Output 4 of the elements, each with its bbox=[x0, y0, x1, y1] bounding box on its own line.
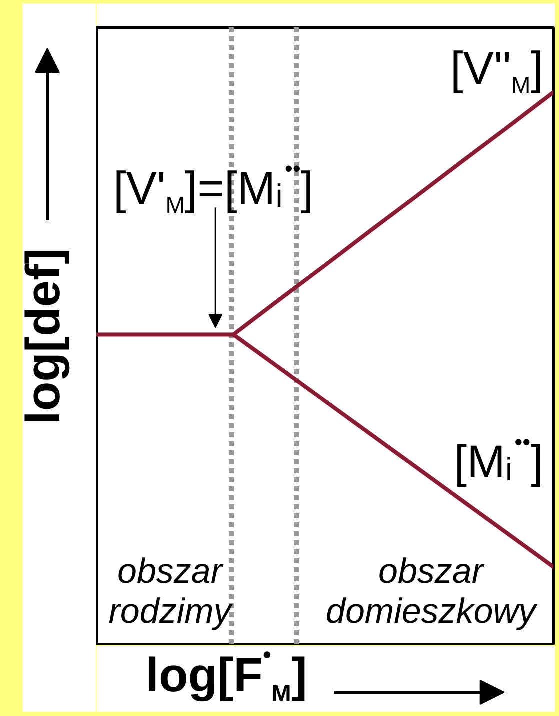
y-axis-title: log[def] bbox=[18, 248, 71, 424]
annotation: obszar rodzimy bbox=[108, 552, 234, 632]
annotation: obszar domieszkowy bbox=[326, 552, 539, 632]
series-label: [Mᵢ••] bbox=[454, 428, 544, 488]
